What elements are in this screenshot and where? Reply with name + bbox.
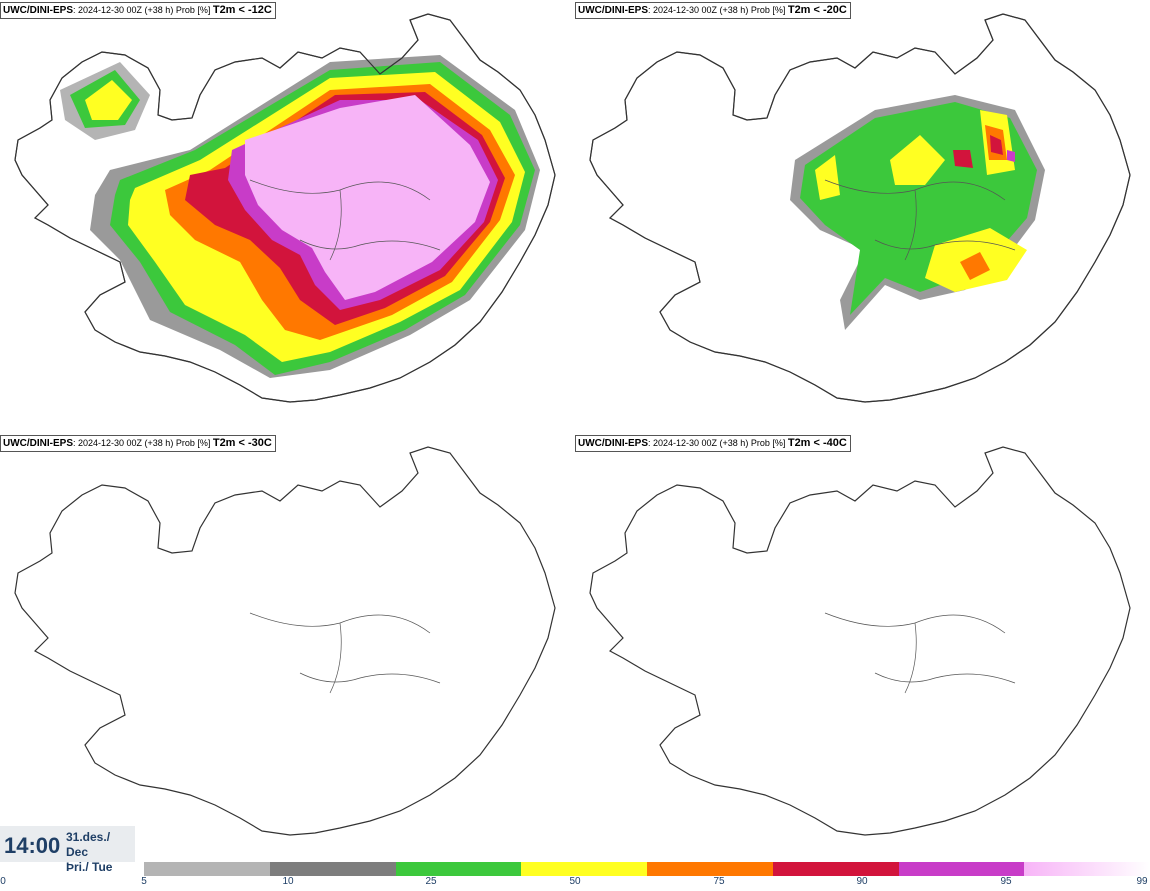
date-line-2: Þri./ Tue (66, 860, 113, 874)
colorbar-segment (1024, 862, 1150, 876)
colorbar-segment (647, 862, 773, 876)
panel-title: UWC/DINI-EPS: 2024-12-30 00Z (+38 h) Pro… (0, 2, 276, 19)
colorbar-segment (269, 862, 396, 876)
map-panel-t2m-minus12: UWC/DINI-EPS: 2024-12-30 00Z (+38 h) Pro… (0, 0, 575, 430)
map-panel-t2m-minus30: UWC/DINI-EPS: 2024-12-30 00Z (+38 h) Pro… (0, 433, 575, 863)
run-info: : 2024-12-30 00Z (+38 h) Prob [%] (73, 438, 213, 448)
colorbar-tick-label: 5 (141, 876, 147, 887)
colorbar-tick-label: 95 (1000, 876, 1012, 887)
run-info: : 2024-12-30 00Z (+38 h) Prob [%] (648, 438, 788, 448)
panel-title: UWC/DINI-EPS: 2024-12-30 00Z (+38 h) Pro… (0, 435, 276, 452)
colorbar-tick-label: 25 (425, 876, 437, 887)
colorbar-tick-label: 99 (1136, 876, 1148, 887)
valid-time-box: 14:00 31.des./ Dec Þri./ Tue (0, 826, 135, 874)
colorbar-tick-label: 10 (282, 876, 294, 887)
map-panel-t2m-minus20: UWC/DINI-EPS: 2024-12-30 00Z (+38 h) Pro… (575, 0, 1150, 430)
model-name: UWC/DINI-EPS (578, 438, 648, 449)
date-line-1: 31.des./ Dec (66, 830, 111, 859)
colorbar-segment (144, 862, 270, 876)
model-name: UWC/DINI-EPS (3, 438, 73, 449)
colorbar-segment (521, 862, 647, 876)
run-info: : 2024-12-30 00Z (+38 h) Prob [%] (73, 5, 213, 15)
valid-date: 31.des./ Dec Þri./ Tue (66, 830, 135, 875)
threshold-label: T2m < -30C (212, 437, 272, 449)
iceland-probability-map (589, 446, 1131, 836)
colorbar-tick-label: 50 (569, 876, 581, 887)
iceland-probability-map (14, 446, 556, 836)
panel-title: UWC/DINI-EPS: 2024-12-30 00Z (+38 h) Pro… (575, 435, 851, 452)
model-name: UWC/DINI-EPS (3, 5, 73, 16)
threshold-label: T2m < -20C (787, 4, 847, 16)
threshold-label: T2m < -40C (787, 437, 847, 449)
colorbar-tick-label: 90 (856, 876, 868, 887)
iceland-probability-map (14, 13, 556, 403)
map-panel-t2m-minus40: UWC/DINI-EPS: 2024-12-30 00Z (+38 h) Pro… (575, 433, 1150, 863)
model-name: UWC/DINI-EPS (578, 5, 648, 16)
colorbar-tick-label: 75 (713, 876, 725, 887)
run-info: : 2024-12-30 00Z (+38 h) Prob [%] (648, 5, 788, 15)
colorbar-segment (395, 862, 522, 876)
probability-colorbar (144, 862, 1150, 876)
colorbar-ticks: 0 5 10 25 50 75 90 95 99 (0, 876, 1150, 890)
valid-time: 14:00 (4, 833, 61, 858)
colorbar-tick-label: 0 (0, 876, 6, 887)
threshold-label: T2m < -12C (212, 4, 272, 16)
colorbar-segment (772, 862, 899, 876)
iceland-probability-map (589, 13, 1131, 403)
colorbar-segment (898, 862, 1025, 876)
panel-title: UWC/DINI-EPS: 2024-12-30 00Z (+38 h) Pro… (575, 2, 851, 19)
